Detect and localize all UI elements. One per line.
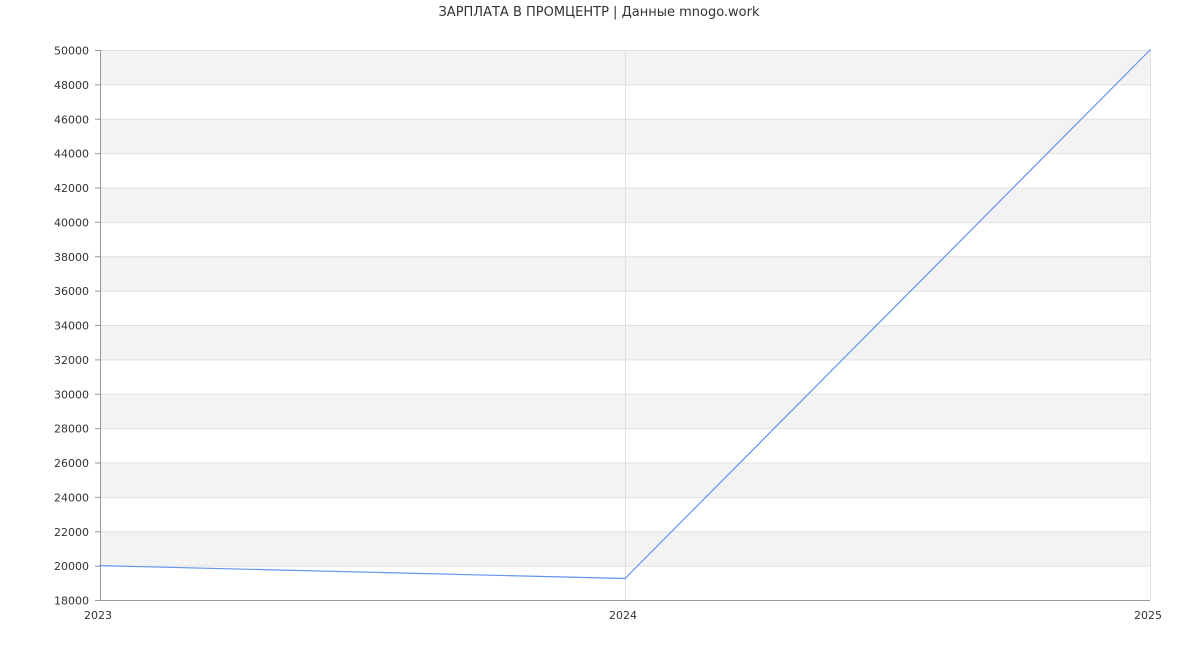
y-tick-label: 26000 [54,457,89,470]
y-tick-label: 28000 [54,423,89,436]
x-tick-label: 2023 [84,609,112,622]
chart-title: ЗАРПЛАТА В ПРОМЦЕНТР | Данные mnogo.work [438,5,760,20]
y-tick-label: 38000 [54,251,89,264]
data-point [99,564,101,567]
y-tick-label: 36000 [54,285,89,298]
x-tick-label: 2025 [1134,609,1162,622]
y-tick-label: 44000 [54,148,89,161]
y-tick-label: 42000 [54,182,89,195]
data-point [624,577,626,580]
x-tick-label: 2024 [609,609,637,622]
y-tick-label: 32000 [54,354,89,367]
data-point [1149,49,1151,51]
y-tick-label: 34000 [54,320,89,333]
y-tick-label: 24000 [54,491,89,504]
y-tick-label: 30000 [54,388,89,401]
y-tick-label: 40000 [54,216,89,229]
y-tick-label: 48000 [54,79,89,92]
y-tick-label: 22000 [54,526,89,539]
y-tick-label: 50000 [54,45,89,58]
y-tick-label: 46000 [54,113,89,126]
y-tick-label: 18000 [54,595,89,608]
y-tick-label: 20000 [54,560,89,573]
